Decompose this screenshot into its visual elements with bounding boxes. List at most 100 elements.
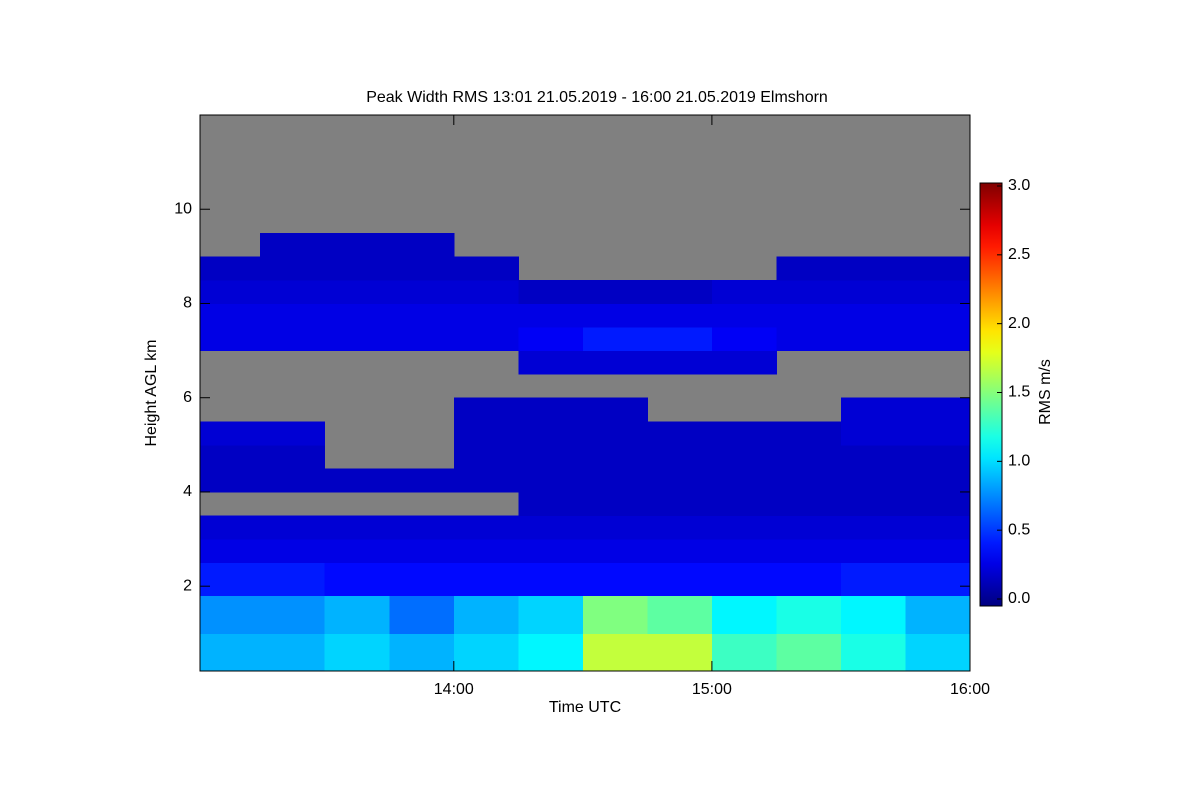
heatmap-cell bbox=[711, 279, 777, 304]
heatmap-cell bbox=[840, 327, 906, 352]
cells bbox=[200, 232, 971, 672]
heatmap-cell bbox=[905, 491, 971, 517]
heatmap-cell bbox=[324, 232, 390, 257]
heatmap-cell bbox=[776, 539, 842, 564]
colorbar-tick-label: 2.5 bbox=[1008, 246, 1030, 263]
heatmap-cell bbox=[776, 444, 842, 469]
heatmap-cell bbox=[582, 397, 648, 422]
heatmap-cell bbox=[453, 515, 519, 540]
heatmap-cell bbox=[711, 468, 777, 493]
heatmap-cell bbox=[647, 421, 713, 446]
heatmap-cell bbox=[647, 327, 713, 352]
heatmap-cell bbox=[647, 491, 713, 517]
heatmap-cell bbox=[453, 397, 519, 422]
heatmap-cell bbox=[647, 539, 713, 564]
heatmap-cell bbox=[389, 633, 455, 672]
heatmap-cell bbox=[840, 539, 906, 564]
heatmap-cell bbox=[324, 633, 390, 672]
heatmap-cell bbox=[776, 256, 842, 281]
heatmap-cell bbox=[389, 303, 455, 328]
heatmap-cell bbox=[518, 468, 584, 493]
heatmap-cell bbox=[905, 468, 971, 493]
heatmap-cell bbox=[582, 539, 648, 564]
colorbar-tick-label: 1.5 bbox=[1008, 384, 1030, 401]
heatmap-cell bbox=[453, 595, 519, 634]
heatmap-cell bbox=[840, 303, 906, 328]
heatmap-cell bbox=[200, 279, 261, 304]
heatmap-cell bbox=[776, 562, 842, 597]
heatmap-cell bbox=[840, 491, 906, 517]
heatmap-cell bbox=[905, 539, 971, 564]
heatmap-cell bbox=[200, 327, 261, 352]
heatmap-cell bbox=[518, 595, 584, 634]
heatmap-cell bbox=[582, 468, 648, 493]
heatmap-cell bbox=[582, 515, 648, 540]
heatmap-cell bbox=[518, 515, 584, 540]
y-axis-label: Height AGL km bbox=[143, 339, 160, 446]
heatmap-cell bbox=[260, 444, 326, 469]
heatmap-cell bbox=[389, 256, 455, 281]
heatmap-cell bbox=[518, 279, 584, 304]
heatmap-cell bbox=[260, 562, 326, 597]
heatmap-cell bbox=[711, 633, 777, 672]
heatmap-cell bbox=[260, 539, 326, 564]
colorbar-label: RMS m/s bbox=[1037, 359, 1054, 425]
heatmap-cell bbox=[324, 279, 390, 304]
heatmap-cell bbox=[840, 633, 906, 672]
heatmap-cell bbox=[776, 421, 842, 446]
heatmap-cell bbox=[647, 279, 713, 304]
x-axis-label: Time UTC bbox=[549, 699, 621, 716]
heatmap-cell bbox=[324, 256, 390, 281]
heatmap-cell bbox=[905, 303, 971, 328]
heatmap-cell bbox=[711, 327, 777, 352]
heatmap-cell bbox=[905, 515, 971, 540]
heatmap-cell bbox=[518, 421, 584, 446]
heatmap-cell bbox=[324, 303, 390, 328]
heatmap-cell bbox=[389, 468, 455, 493]
colorbar-tick-label: 0.5 bbox=[1008, 521, 1030, 538]
heatmap-cell bbox=[776, 468, 842, 493]
heatmap-cell bbox=[260, 256, 326, 281]
x-tick-label: 14:00 bbox=[434, 681, 474, 698]
heatmap-cell bbox=[453, 562, 519, 597]
heatmap-cell bbox=[711, 421, 777, 446]
heatmap-cell bbox=[389, 327, 455, 352]
heatmap-cell bbox=[647, 303, 713, 328]
heatmap-cell bbox=[711, 444, 777, 469]
heatmap-cell bbox=[389, 279, 455, 304]
heatmap-cell bbox=[453, 256, 519, 281]
heatmap-cell bbox=[518, 633, 584, 672]
heatmap-cell bbox=[905, 279, 971, 304]
heatmap-cell bbox=[324, 327, 390, 352]
heatmap-cell bbox=[840, 421, 906, 446]
heatmap-cell bbox=[582, 303, 648, 328]
heatmap-cell bbox=[647, 562, 713, 597]
heatmap-cell bbox=[200, 633, 261, 672]
heatmap-cell bbox=[776, 491, 842, 517]
heatmap-cell bbox=[840, 595, 906, 634]
heatmap-cell bbox=[389, 595, 455, 634]
heatmap-cell bbox=[518, 327, 584, 352]
heatmap-cell bbox=[518, 444, 584, 469]
heatmap-cell bbox=[518, 539, 584, 564]
heatmap-cell bbox=[905, 633, 971, 672]
heatmap-cell bbox=[711, 350, 777, 375]
heatmap-cell bbox=[324, 468, 390, 493]
heatmap-cell bbox=[200, 595, 261, 634]
x-tick-label: 15:00 bbox=[692, 681, 732, 698]
heatmap-cell bbox=[453, 421, 519, 446]
heatmap-cell bbox=[260, 595, 326, 634]
heatmap-cell bbox=[711, 562, 777, 597]
heatmap-cell bbox=[582, 491, 648, 517]
heatmap-cell bbox=[647, 444, 713, 469]
heatmap-cell bbox=[518, 397, 584, 422]
heatmap-cell bbox=[582, 562, 648, 597]
heatmap-cell bbox=[453, 539, 519, 564]
heatmap-cell bbox=[840, 397, 906, 422]
heatmap-cell bbox=[260, 279, 326, 304]
heatmap-cell bbox=[840, 256, 906, 281]
heatmap-cell bbox=[905, 256, 971, 281]
heatmap-cell bbox=[260, 515, 326, 540]
x-tick-label: 16:00 bbox=[950, 681, 990, 698]
heatmap-cell bbox=[840, 444, 906, 469]
